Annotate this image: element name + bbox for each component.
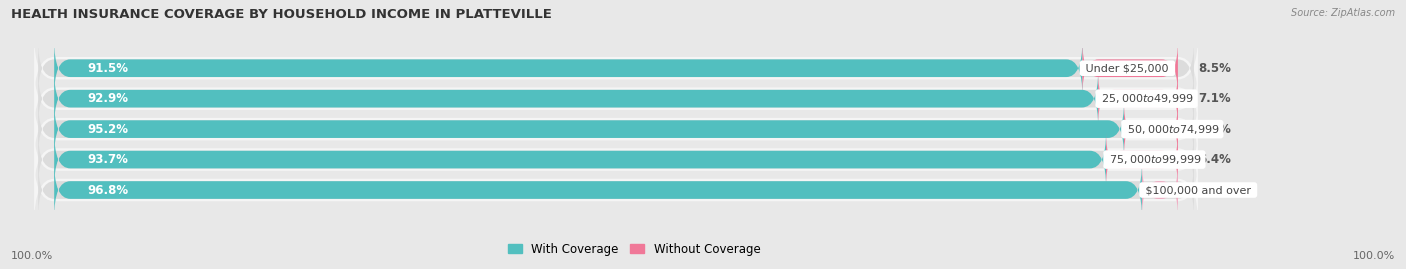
Text: 3.2%: 3.2% bbox=[1198, 183, 1230, 197]
FancyBboxPatch shape bbox=[34, 95, 1198, 164]
Text: 4.8%: 4.8% bbox=[1198, 123, 1230, 136]
FancyBboxPatch shape bbox=[38, 162, 1194, 218]
Text: 95.2%: 95.2% bbox=[87, 123, 128, 136]
Text: $50,000 to $74,999: $50,000 to $74,999 bbox=[1123, 123, 1220, 136]
Text: $100,000 and over: $100,000 and over bbox=[1142, 185, 1254, 195]
FancyBboxPatch shape bbox=[1123, 101, 1178, 157]
FancyBboxPatch shape bbox=[1098, 71, 1178, 126]
Text: 100.0%: 100.0% bbox=[1353, 251, 1395, 261]
FancyBboxPatch shape bbox=[55, 132, 1107, 187]
FancyBboxPatch shape bbox=[34, 125, 1198, 194]
FancyBboxPatch shape bbox=[1142, 162, 1178, 218]
FancyBboxPatch shape bbox=[55, 71, 1098, 126]
Text: 6.4%: 6.4% bbox=[1198, 153, 1230, 166]
Text: HEALTH INSURANCE COVERAGE BY HOUSEHOLD INCOME IN PLATTEVILLE: HEALTH INSURANCE COVERAGE BY HOUSEHOLD I… bbox=[11, 8, 553, 21]
FancyBboxPatch shape bbox=[38, 132, 1194, 187]
Text: Under $25,000: Under $25,000 bbox=[1083, 63, 1173, 73]
Text: 93.7%: 93.7% bbox=[87, 153, 128, 166]
FancyBboxPatch shape bbox=[55, 101, 1123, 157]
Text: 91.5%: 91.5% bbox=[87, 62, 128, 75]
Text: Source: ZipAtlas.com: Source: ZipAtlas.com bbox=[1291, 8, 1395, 18]
Text: 92.9%: 92.9% bbox=[87, 92, 128, 105]
FancyBboxPatch shape bbox=[38, 71, 1194, 126]
Text: $25,000 to $49,999: $25,000 to $49,999 bbox=[1098, 92, 1195, 105]
FancyBboxPatch shape bbox=[34, 34, 1198, 103]
FancyBboxPatch shape bbox=[55, 162, 1142, 218]
Text: 96.8%: 96.8% bbox=[87, 183, 129, 197]
FancyBboxPatch shape bbox=[1107, 132, 1178, 187]
FancyBboxPatch shape bbox=[38, 41, 1194, 96]
Text: 7.1%: 7.1% bbox=[1198, 92, 1230, 105]
FancyBboxPatch shape bbox=[38, 101, 1194, 157]
FancyBboxPatch shape bbox=[34, 64, 1198, 133]
Legend: With Coverage, Without Coverage: With Coverage, Without Coverage bbox=[508, 243, 761, 256]
Text: 100.0%: 100.0% bbox=[11, 251, 53, 261]
FancyBboxPatch shape bbox=[1083, 41, 1178, 96]
FancyBboxPatch shape bbox=[34, 155, 1198, 224]
Text: 8.5%: 8.5% bbox=[1198, 62, 1230, 75]
FancyBboxPatch shape bbox=[55, 41, 1083, 96]
Text: $75,000 to $99,999: $75,000 to $99,999 bbox=[1107, 153, 1202, 166]
